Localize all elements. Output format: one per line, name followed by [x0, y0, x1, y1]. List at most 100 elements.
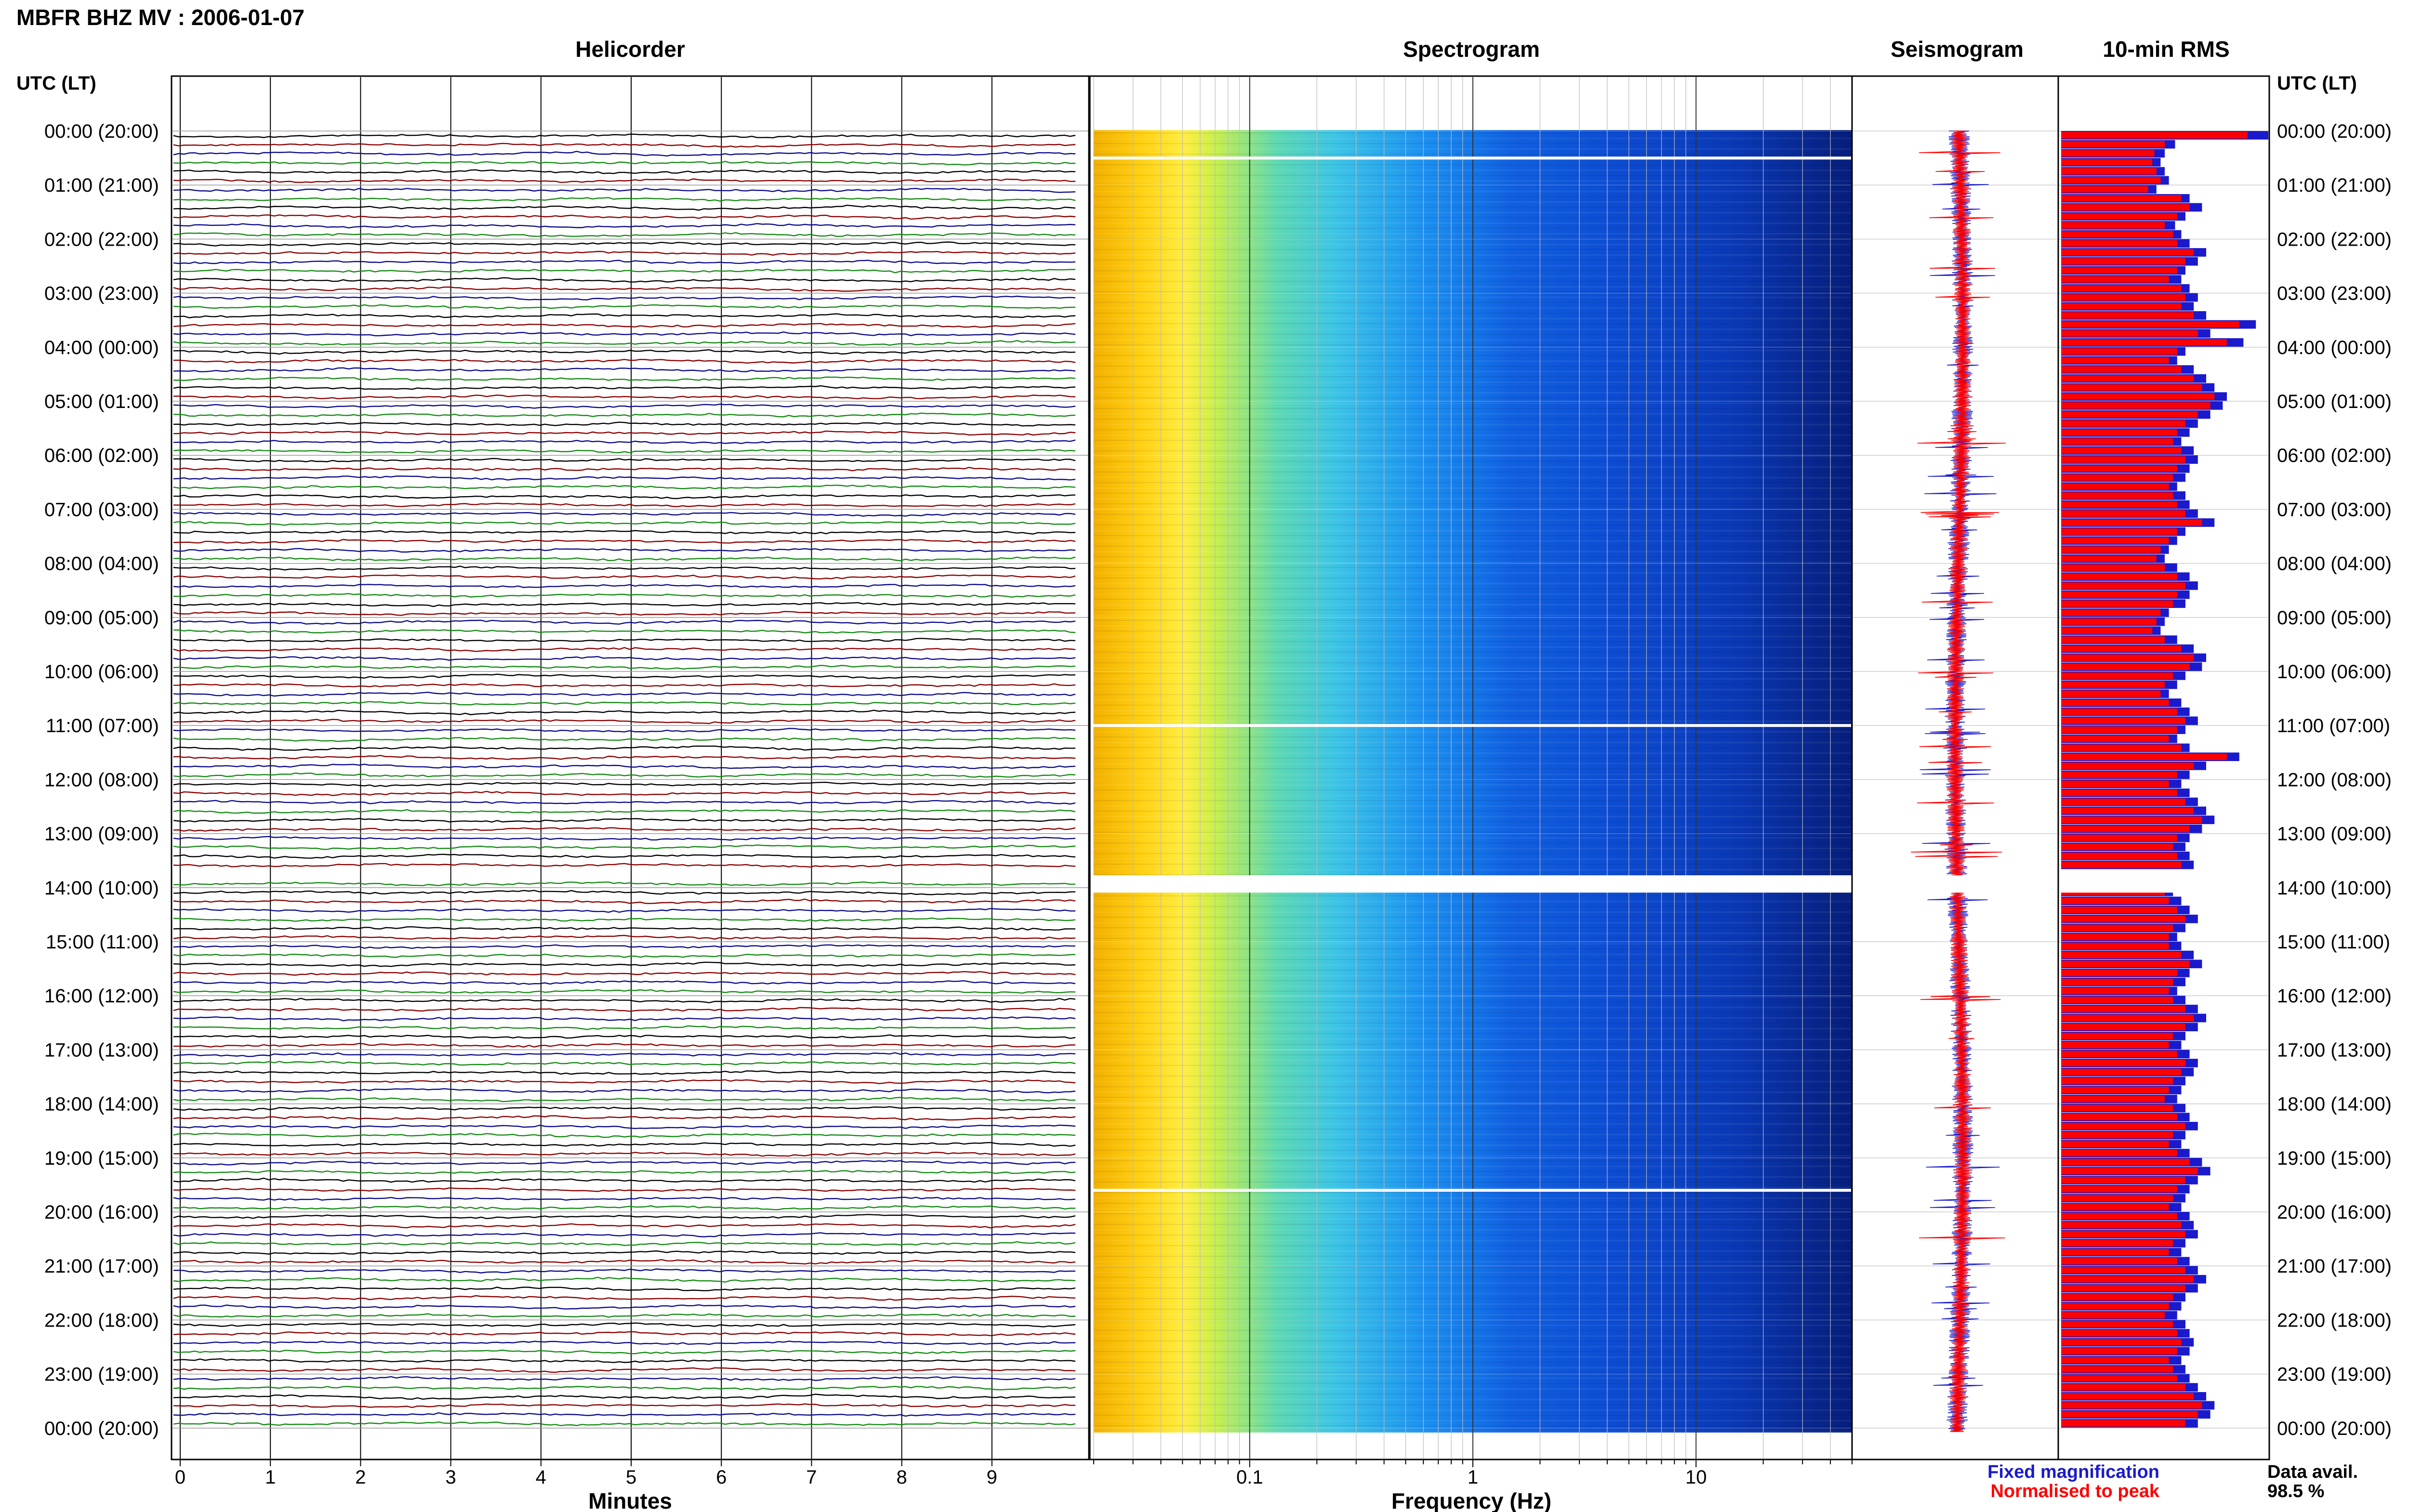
- rms-bar-normalised: [2061, 970, 2177, 976]
- helicorder-trace: [173, 277, 1076, 283]
- rms-bar-normalised: [2061, 555, 2157, 562]
- rms-bar-normalised: [2061, 943, 2169, 949]
- data-gap-band: [1091, 875, 2268, 893]
- rms-bar-normalised: [2061, 375, 2194, 382]
- rms-bar-normalised: [2061, 537, 2169, 544]
- rms-bar-normalised: [2061, 204, 2190, 211]
- seismogram-title: Seismogram: [1891, 37, 2024, 62]
- rms-bar-normalised: [2061, 798, 2185, 805]
- rms-bar-normalised: [2061, 366, 2182, 373]
- rms-bar-normalised: [2061, 1285, 2185, 1292]
- helicorder-trace: [173, 1403, 1075, 1408]
- rms-bar-normalised: [2061, 708, 2177, 715]
- helicorder-trace: [173, 1341, 1076, 1345]
- rms-bar-normalised: [2061, 843, 2173, 850]
- rms-bar-normalised: [2061, 627, 2153, 634]
- helicorder-trace: [173, 340, 1076, 346]
- rms-bar-normalised: [2061, 960, 2190, 968]
- helicorder-trace: [173, 133, 1076, 139]
- rms-bar-normalised: [2061, 276, 2169, 283]
- helicorder-trace: [173, 619, 1076, 625]
- helicorder-trace: [173, 1160, 1076, 1166]
- helicorder-trace: [173, 736, 1076, 742]
- helicorder-trace: [173, 629, 1076, 634]
- rms-bar-normalised: [2061, 132, 2248, 139]
- rms-bar-normalised: [2061, 429, 2177, 436]
- minute-tick-label: 0: [175, 1467, 185, 1488]
- helicorder-trace: [173, 421, 1076, 427]
- helicorder-trace: [173, 790, 1075, 796]
- rms-bar-normalised: [2061, 978, 2173, 986]
- minute-tick-label: 1: [265, 1467, 276, 1488]
- helicorder-trace: [173, 232, 1076, 237]
- rms-bar-normalised: [2061, 501, 2177, 508]
- hour-label-right: 19:00 (15:00): [2277, 1148, 2392, 1169]
- rms-bar-normalised: [2061, 159, 2153, 166]
- rms-bar-normalised: [2061, 582, 2185, 589]
- rms-bar-normalised: [2061, 744, 2182, 751]
- spectrogram-gap-line: [1091, 157, 1851, 160]
- helicorder-trace: [173, 656, 1076, 661]
- legend-normalised-to-peak: Normalised to peak: [1990, 1481, 2159, 1501]
- helicorder-frame: [171, 75, 1090, 1460]
- rms-bar-normalised: [2061, 402, 2210, 409]
- helicorder-trace: [173, 367, 1076, 373]
- rms-bar-normalised: [2061, 222, 2165, 229]
- rms-bar-normalised: [2061, 1014, 2194, 1022]
- helicorder-trace: [173, 1177, 1076, 1183]
- helicorder-trace: [173, 719, 1076, 724]
- helicorder-trace: [173, 1412, 1076, 1417]
- rms-bar-normalised: [2061, 915, 2185, 922]
- helicorder-trace: [173, 556, 1076, 562]
- hour-label-left: 01:00 (21:00): [44, 175, 159, 196]
- rms-bar-normalised: [2061, 1357, 2169, 1364]
- helicorder-trace: [173, 647, 1076, 652]
- hour-label-right: 00:00 (20:00): [2277, 1418, 2392, 1439]
- helicorder-trace: [173, 998, 1076, 1003]
- minute-tick-label: 9: [987, 1467, 997, 1488]
- rms-bar-normalised: [2061, 447, 2182, 454]
- rms-bar-normalised: [2061, 456, 2185, 463]
- rms-bar-normalised: [2061, 1114, 2177, 1120]
- hour-label-left: 13:00 (09:00): [44, 824, 159, 845]
- hour-label-left: 21:00 (17:00): [44, 1256, 159, 1277]
- helicorder-trace: [173, 143, 1076, 148]
- helicorder-trace: [173, 827, 1076, 832]
- helicorder-trace: [173, 844, 1076, 850]
- rms-bar-normalised: [2061, 1258, 2177, 1265]
- helicorder-trace: [173, 521, 1076, 526]
- rms-bar-normalised: [2061, 213, 2177, 220]
- rms-bar-normalised: [2061, 1024, 2185, 1030]
- helicorder-trace: [173, 583, 1076, 588]
- helicorder-trace: [173, 854, 1076, 859]
- spectrogram-panel: [1091, 77, 1853, 1459]
- helicorder-trace: [173, 1124, 1076, 1130]
- minute-tick-label: 2: [355, 1467, 366, 1488]
- hour-label-right: 00:00 (20:00): [2277, 121, 2392, 142]
- helicorder-trace: [173, 268, 1076, 274]
- helicorder-trace: [173, 1187, 1076, 1192]
- rms-bar-normalised: [2061, 168, 2157, 175]
- rms-bar-normalised: [2061, 1177, 2185, 1183]
- rms-bar-normalised: [2061, 1240, 2173, 1247]
- rms-bar-normalised: [2061, 564, 2165, 571]
- rms-panel: [2059, 131, 2268, 1429]
- rms-bar-normalised: [2061, 735, 2169, 742]
- helicorder-trace: [173, 313, 1076, 318]
- helicorder-trace: [173, 565, 1076, 571]
- rms-bar-normalised: [2061, 1402, 2202, 1409]
- helicorder-trace: [173, 638, 1076, 643]
- rms-title: 10-min RMS: [2103, 37, 2229, 62]
- rms-bar-normalised: [2061, 1393, 2194, 1400]
- helicorder-trace: [173, 1007, 1076, 1012]
- rms-bar-normalised: [2061, 987, 2169, 995]
- helicorder-trace: [173, 971, 1076, 976]
- data-availability-value: 98.5 %: [2267, 1481, 2324, 1501]
- helicorder-trace: [173, 323, 1076, 328]
- rms-bar-normalised: [2061, 1420, 2185, 1427]
- helicorder-trace: [173, 602, 1076, 607]
- rms-bar-normalised: [2061, 195, 2182, 202]
- helicorder-trace: [173, 611, 1076, 616]
- hour-label-right: 17:00 (13:00): [2277, 1039, 2392, 1061]
- hour-label-left: 12:00 (08:00): [44, 769, 159, 790]
